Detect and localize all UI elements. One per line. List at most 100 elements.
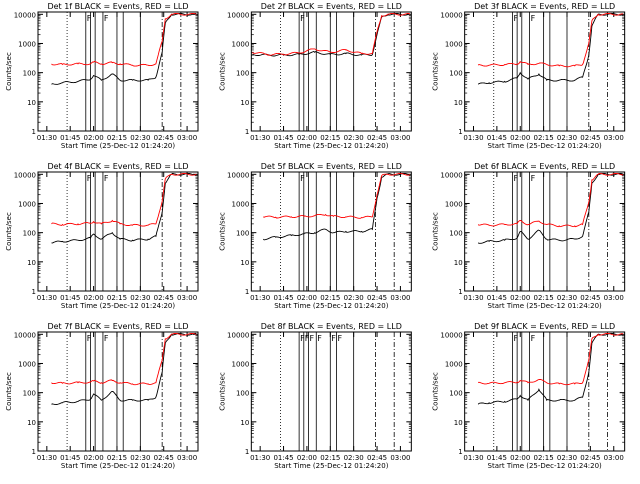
- x-tick-label: 01:45: [60, 294, 80, 302]
- x-tick-label: 01:30: [463, 294, 483, 302]
- y-tick-label: 100: [236, 230, 249, 238]
- panel-title: Det 9f BLACK = Events, RED = LLD: [474, 322, 615, 331]
- y-tick-label: 10: [454, 259, 463, 267]
- y-tick-label: 1000: [232, 200, 250, 208]
- x-tick-label: 02:30: [130, 294, 150, 302]
- flag-label: F: [513, 174, 518, 183]
- detector-panel-8f: Det 8f BLACK = Events, RED = LLD 1 10 100 10…: [218, 322, 412, 470]
- panel-title: Det 2f BLACK = Events, RED = LLD: [261, 2, 402, 11]
- x-tick-label: 01:30: [250, 294, 270, 302]
- y-tick-label: 10: [454, 99, 463, 107]
- x-axis-label: Start Time (25-Dec-12 01:24:20): [274, 462, 388, 470]
- flag-label: F: [300, 174, 305, 183]
- detector-panel-2f: Det 2f BLACK = Events, RED = LLD 1 10 100 10…: [218, 2, 412, 150]
- x-tick-label: 02:00: [297, 134, 317, 142]
- series-line-events: [477, 332, 624, 405]
- y-tick-label: 100: [236, 70, 249, 78]
- x-tick-label: 01:45: [60, 454, 80, 462]
- x-tick-label: 03:00: [604, 454, 624, 462]
- detector-panel-4f: Det 4f BLACK = Events, RED = LLD 1 10 100 10…: [5, 162, 199, 310]
- x-tick-label: 03:00: [604, 134, 624, 142]
- x-tick-label: 03:00: [390, 134, 410, 142]
- y-tick-label: 100: [23, 230, 36, 238]
- detector-panel-5f: Det 5f BLACK = Events, RED = LLD 1 10 100 10…: [218, 162, 412, 310]
- x-tick-label: 02:30: [130, 134, 150, 142]
- x-tick-label: 02:30: [344, 454, 364, 462]
- x-tick-label: 01:45: [273, 294, 293, 302]
- x-tick-label: 03:00: [177, 134, 197, 142]
- y-tick-label: 10000: [440, 11, 462, 19]
- detector-panel-9f: Det 9f BLACK = Events, RED = LLD 1 10 100 10…: [432, 322, 626, 470]
- panel-title: Det 1f BLACK = Events, RED = LLD: [47, 2, 188, 11]
- y-tick-label: 1: [245, 288, 249, 296]
- y-tick-label: 100: [236, 390, 249, 398]
- x-tick-label: 02:30: [557, 134, 577, 142]
- panel-title: Det 7f BLACK = Events, RED = LLD: [47, 322, 188, 331]
- x-tick-label: 02:45: [580, 134, 600, 142]
- y-tick-label: 1000: [445, 40, 463, 48]
- x-tick-label: 02:00: [510, 134, 530, 142]
- x-tick-label: 02:30: [130, 454, 150, 462]
- x-tick-label: 02:00: [83, 454, 103, 462]
- series-line-lld: [51, 332, 197, 386]
- y-tick-label: 100: [449, 390, 462, 398]
- flag-label: F: [317, 334, 322, 343]
- y-tick-label: 10: [27, 259, 36, 267]
- x-tick-label: 01:45: [487, 294, 507, 302]
- plot-frame: [37, 331, 199, 452]
- x-tick-label: 03:00: [177, 294, 197, 302]
- x-tick-label: 01:30: [37, 454, 57, 462]
- series-line-lld: [477, 332, 624, 386]
- y-tick-label: 10000: [14, 171, 36, 179]
- y-tick-label: 10000: [227, 11, 249, 19]
- x-tick-label: 02:15: [107, 134, 127, 142]
- detector-panel-7f: Det 7f BLACK = Events, RED = LLD 1 10 100 10…: [5, 322, 199, 470]
- x-tick-label: 01:30: [250, 134, 270, 142]
- flag-label: F: [331, 334, 336, 343]
- y-tick-label: 100: [449, 230, 462, 238]
- y-axis-label: Counts/sec: [432, 372, 440, 411]
- y-tick-label: 10: [240, 259, 249, 267]
- x-tick-label: 03:00: [390, 294, 410, 302]
- x-tick-label: 02:30: [344, 294, 364, 302]
- y-tick-label: 10000: [440, 171, 462, 179]
- panel-title: Det 3f BLACK = Events, RED = LLD: [474, 2, 615, 11]
- x-axis-label: Start Time (25-Dec-12 01:24:20): [488, 142, 602, 150]
- y-axis-label: Counts/sec: [218, 212, 226, 251]
- x-tick-label: 03:00: [604, 294, 624, 302]
- series-line-lld: [477, 12, 624, 68]
- series-line-events: [51, 172, 197, 244]
- y-tick-label: 10000: [227, 171, 249, 179]
- series-line-lld: [252, 12, 411, 56]
- x-tick-label: 02:15: [320, 134, 340, 142]
- y-tick-label: 1: [245, 448, 249, 456]
- y-tick-label: 1000: [232, 360, 250, 368]
- y-axis-label: Counts/sec: [5, 372, 13, 411]
- y-tick-label: 1: [458, 448, 462, 456]
- flag-label: F: [513, 14, 518, 23]
- flag-label: F: [531, 14, 536, 23]
- y-tick-label: 1: [32, 448, 36, 456]
- x-axis-label: Start Time (25-Dec-12 01:24:20): [61, 302, 175, 310]
- detector-panel-6f: Det 6f BLACK = Events, RED = LLD 1 10 100 10…: [432, 162, 626, 310]
- y-axis-label: Counts/sec: [5, 52, 13, 91]
- panel-title: Det 6f BLACK = Events, RED = LLD: [474, 162, 615, 171]
- x-tick-label: 01:45: [273, 454, 293, 462]
- flag-label: F: [104, 174, 109, 183]
- detector-panel-3f: Det 3f BLACK = Events, RED = LLD 1 10 100 10…: [432, 2, 626, 150]
- y-tick-label: 1: [458, 128, 462, 136]
- flag-label: F: [87, 334, 92, 343]
- x-tick-label: 02:15: [320, 294, 340, 302]
- x-tick-label: 01:30: [250, 454, 270, 462]
- series-line-events: [51, 332, 197, 405]
- y-axis-label: Counts/sec: [218, 52, 226, 91]
- y-tick-label: 100: [23, 70, 36, 78]
- x-axis-label: Start Time (25-Dec-12 01:24:20): [274, 142, 388, 150]
- y-tick-label: 1: [458, 288, 462, 296]
- y-tick-label: 10: [454, 419, 463, 427]
- flag-label: F: [300, 334, 305, 343]
- x-tick-label: 01:30: [37, 294, 57, 302]
- plot-frame: [250, 331, 412, 452]
- x-tick-label: 02:15: [534, 454, 554, 462]
